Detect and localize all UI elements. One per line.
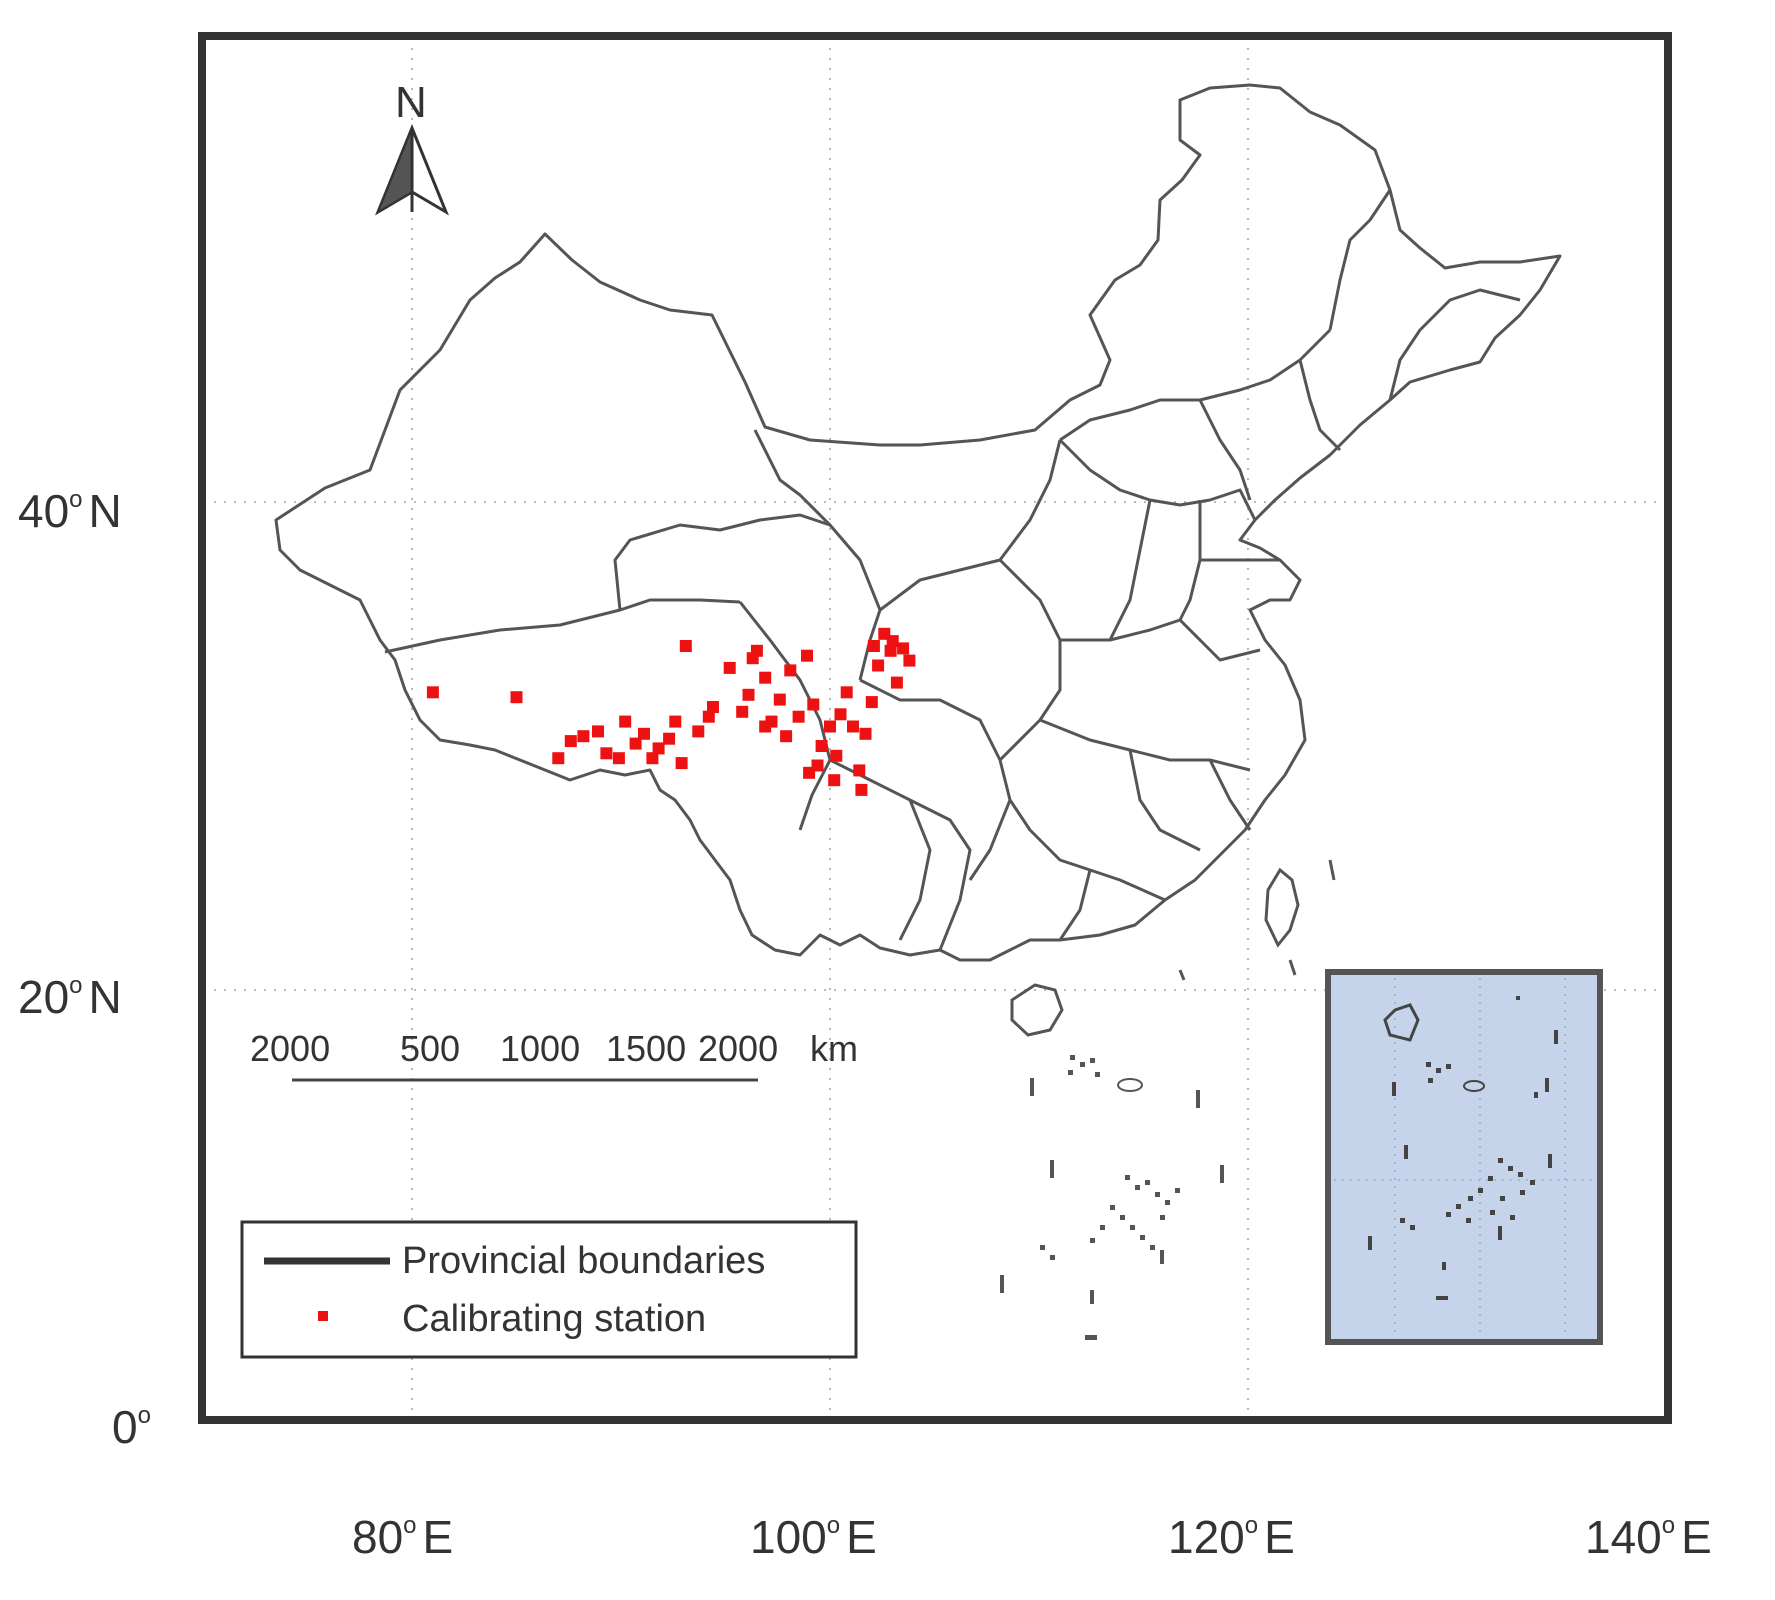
station-marker	[884, 644, 897, 657]
legend-boundary-label: Provincial boundaries	[402, 1240, 766, 1282]
station-marker	[592, 725, 604, 738]
station-marker	[890, 676, 903, 689]
station-marker	[903, 654, 916, 667]
scale-tick-500: 500	[400, 1028, 461, 1069]
inset-frame	[1325, 969, 1603, 1345]
station-marker	[759, 720, 772, 733]
lon-label-80: 80o E	[352, 1511, 454, 1563]
north-arrow-label: N	[395, 78, 427, 127]
scale-tick-1500: 1500	[606, 1028, 687, 1069]
lon-hemi: E	[846, 1511, 877, 1563]
islands	[1010, 859, 1336, 1037]
station-marker	[552, 752, 565, 765]
station-marker	[600, 747, 613, 760]
station-marker	[629, 737, 642, 750]
station-marker	[807, 698, 820, 711]
graticule	[204, 38, 1666, 1418]
station-marker	[675, 757, 688, 770]
station-marker	[577, 730, 590, 743]
station-marker	[746, 652, 759, 665]
scale-tick-2000: 2000	[698, 1028, 779, 1069]
station-marker	[828, 774, 841, 787]
scale-unit: km	[810, 1028, 858, 1069]
calibrating-stations	[426, 627, 916, 796]
inset-map	[1325, 969, 1603, 1345]
legend-station-swatch	[318, 1311, 328, 1321]
station-marker	[803, 766, 816, 779]
station-marker	[815, 740, 828, 752]
lon-hemi: E	[1681, 1511, 1712, 1563]
lon-label-120: 120o E	[1168, 1511, 1295, 1563]
lon-label-140: 140o E	[1585, 1511, 1712, 1563]
station-marker	[692, 725, 705, 738]
station-marker	[723, 661, 736, 674]
station-marker	[784, 664, 797, 677]
station-marker	[847, 720, 859, 733]
lat-label-20: 20o N	[18, 971, 122, 1023]
lat-label-40: 40o N	[18, 485, 122, 537]
scale-tick-0: 2000	[250, 1028, 331, 1069]
station-marker	[865, 696, 878, 709]
station-marker	[792, 710, 805, 723]
lat-deg: 40	[18, 485, 70, 537]
station-marker	[669, 715, 682, 728]
north-arrow	[374, 124, 450, 216]
legend-marks	[240, 1220, 858, 1359]
taiwan-outline	[1264, 867, 1300, 948]
station-marker	[834, 708, 847, 721]
station-marker	[840, 686, 853, 699]
station-marker	[426, 686, 439, 699]
station-marker	[859, 727, 872, 740]
station-marker	[652, 742, 665, 755]
lon-deg: 140	[1585, 1511, 1662, 1563]
legend-station-label: Calibrating station	[402, 1298, 707, 1340]
station-marker	[619, 715, 632, 728]
station-marker	[638, 727, 650, 740]
lat-hemi: N	[88, 485, 122, 537]
station-marker	[663, 732, 676, 745]
station-marker	[702, 710, 715, 723]
station-marker	[612, 752, 625, 765]
lat-hemi: N	[88, 971, 122, 1023]
station-marker	[759, 671, 772, 684]
station-marker	[801, 649, 813, 662]
station-marker	[564, 735, 577, 748]
station-marker	[707, 701, 719, 713]
station-marker	[872, 659, 885, 672]
station-marker	[780, 730, 793, 743]
lon-hemi: E	[1264, 1511, 1295, 1563]
lon-deg: 80	[352, 1511, 404, 1563]
station-marker	[853, 764, 866, 777]
national-outline	[274, 83, 1562, 962]
station-marker	[646, 752, 659, 765]
lat-deg: 20	[18, 971, 70, 1023]
hainan-outline	[1010, 983, 1064, 1037]
south-sea-islands	[1000, 1055, 1224, 1340]
legend-box	[240, 1220, 858, 1359]
lon-deg: 120	[1168, 1511, 1245, 1563]
station-marker	[736, 705, 749, 718]
map-frame	[198, 32, 1672, 1424]
station-marker	[830, 749, 843, 762]
lon-deg: 100	[750, 1511, 827, 1563]
station-marker	[897, 642, 910, 655]
station-marker	[824, 720, 836, 733]
station-marker	[886, 635, 899, 648]
lon-hemi: E	[422, 1511, 454, 1563]
provincial-boundaries	[274, 83, 1562, 962]
scale-tick-1000: 1000	[500, 1028, 581, 1069]
lat-deg: 0	[112, 1401, 138, 1453]
lat-label-0: 0o	[112, 1401, 151, 1453]
station-marker	[855, 783, 868, 796]
lon-label-100: 100o E	[750, 1511, 877, 1563]
station-marker	[867, 640, 880, 652]
station-marker	[679, 640, 692, 652]
station-marker	[510, 691, 523, 704]
station-marker	[773, 693, 786, 706]
station-marker	[742, 688, 755, 701]
